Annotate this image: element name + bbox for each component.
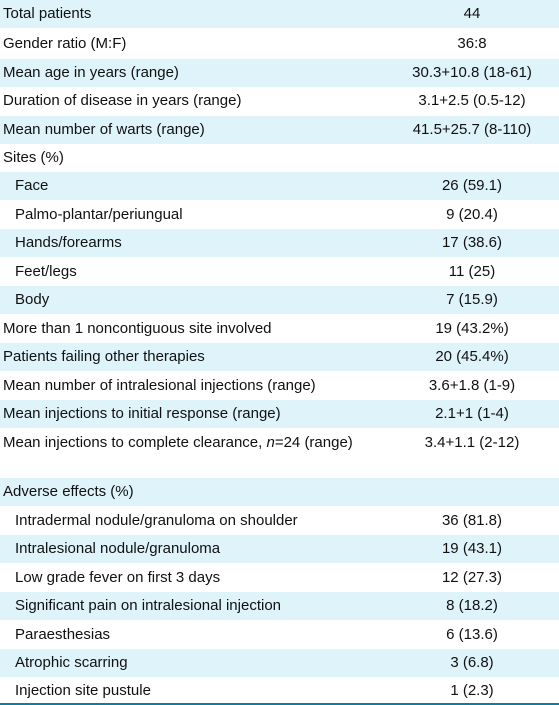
row-label: Mean number of intralesional injections … — [3, 377, 316, 394]
row-label-start: Mean injections to complete clearance, — [3, 434, 267, 451]
table-row: Face 26 (59.1) — [0, 172, 559, 200]
row-value: 8 (18.2) — [446, 597, 498, 614]
table-row: Gender ratio (M:F) 36:8 — [0, 30, 559, 58]
table-row: Mean age in years (range) 30.3+10.8 (18-… — [0, 59, 559, 87]
row-label: Mean number of warts (range) — [3, 121, 205, 138]
row-value: 26 (59.1) — [441, 177, 503, 194]
section-label: Adverse effects (%) — [3, 483, 134, 500]
row-label-end: =24 (range) — [274, 434, 353, 451]
table-row: Significant pain on intralesional inject… — [0, 592, 559, 620]
table-row: Intralesional nodule/granuloma 19 (43.1) — [0, 535, 559, 563]
row-value: 41.5+25.7 (8-110) — [412, 121, 532, 138]
row-value: 19 (43.1) — [441, 540, 503, 557]
row-label: Low grade fever on first 3 days — [15, 569, 221, 586]
row-label: More than 1 noncontiguous site involved — [3, 320, 272, 337]
row-value: 1 (2.3) — [450, 682, 494, 699]
row-value: 19 (43.2%) — [435, 320, 509, 337]
section-header-row: Adverse effects (%) — [0, 478, 559, 506]
row-value: 30.3+10.8 (18-61) — [412, 64, 532, 81]
row-value: 20 (45.4%) — [435, 348, 509, 365]
row-label: Gender ratio (M:F) — [3, 35, 127, 52]
table-row: Low grade fever on first 3 days 12 (27.3… — [0, 564, 559, 592]
table-row: Mean number of intralesional injections … — [0, 372, 559, 400]
table-bottom-rule — [0, 703, 559, 705]
row-value: 36:8 — [457, 35, 487, 52]
sample-size-symbol: n — [266, 434, 275, 451]
row-value: 11 (25) — [448, 263, 496, 280]
row-label: Mean injections to complete clearance, n… — [3, 434, 393, 452]
row-label: Feet/legs — [15, 263, 77, 280]
section-label: Sites (%) — [3, 149, 64, 166]
row-value: 3 (6.8) — [450, 654, 494, 671]
row-label: Duration of disease in years (range) — [3, 92, 242, 109]
row-label: Significant pain on intralesional inject… — [15, 597, 282, 614]
table-row: Atrophic scarring 3 (6.8) — [0, 649, 559, 677]
row-value: 17 (38.6) — [441, 234, 503, 251]
table-row: Paraesthesias 6 (13.6) — [0, 621, 559, 649]
row-label: Paraesthesias — [15, 626, 111, 643]
row-label: Intralesional nodule/granuloma — [15, 540, 221, 557]
row-label: Palmo-plantar/periungual — [15, 206, 183, 223]
row-label: Hands/forearms — [15, 234, 122, 251]
row-label: Mean age in years (range) — [3, 64, 179, 81]
row-label: Mean injections to initial response (ran… — [3, 405, 281, 422]
table-row: Total patients 44 — [0, 0, 559, 28]
table-row: Patients failing other therapies 20 (45.… — [0, 343, 559, 371]
row-value: 44 — [463, 5, 481, 22]
table-row: Hands/forearms 17 (38.6) — [0, 229, 559, 257]
row-value: 3.4+1.1 (2-12) — [424, 434, 520, 451]
row-value: 3.1+2.5 (0.5-12) — [418, 92, 526, 109]
row-value: 36 (81.8) — [441, 512, 503, 529]
table-row: Body 7 (15.9) — [0, 286, 559, 314]
row-label: Face — [15, 177, 49, 194]
section-header-row: Sites (%) — [0, 144, 559, 172]
table-row: Mean number of warts (range) 41.5+25.7 (… — [0, 116, 559, 144]
row-label: Body — [15, 291, 50, 308]
table-row: Palmo-plantar/periungual 9 (20.4) — [0, 201, 559, 229]
table-row: Feet/legs 11 (25) — [0, 258, 559, 286]
row-value: 6 (13.6) — [446, 626, 498, 643]
row-label: Patients failing other therapies — [3, 348, 205, 365]
table-row: Intradermal nodule/granuloma on shoulder… — [0, 507, 559, 535]
row-label: Intradermal nodule/granuloma on shoulder — [15, 512, 298, 529]
table-row: Duration of disease in years (range) 3.1… — [0, 87, 559, 115]
table-row: Injection site pustule 1 (2.3) — [0, 677, 559, 705]
table-row: More than 1 noncontiguous site involved … — [0, 315, 559, 343]
row-label: Total patients — [3, 5, 92, 22]
table-row: Mean injections to initial response (ran… — [0, 400, 559, 428]
row-value: 9 (20.4) — [446, 206, 498, 223]
row-value: 3.6+1.8 (1-9) — [428, 377, 516, 394]
table-row: Mean injections to complete clearance, n… — [0, 429, 559, 475]
row-label: Injection site pustule — [15, 682, 151, 699]
row-value: 2.1+1 (1-4) — [435, 405, 509, 422]
row-value: 12 (27.3) — [441, 569, 503, 586]
row-label: Atrophic scarring — [15, 654, 128, 671]
row-value: 7 (15.9) — [446, 291, 498, 308]
